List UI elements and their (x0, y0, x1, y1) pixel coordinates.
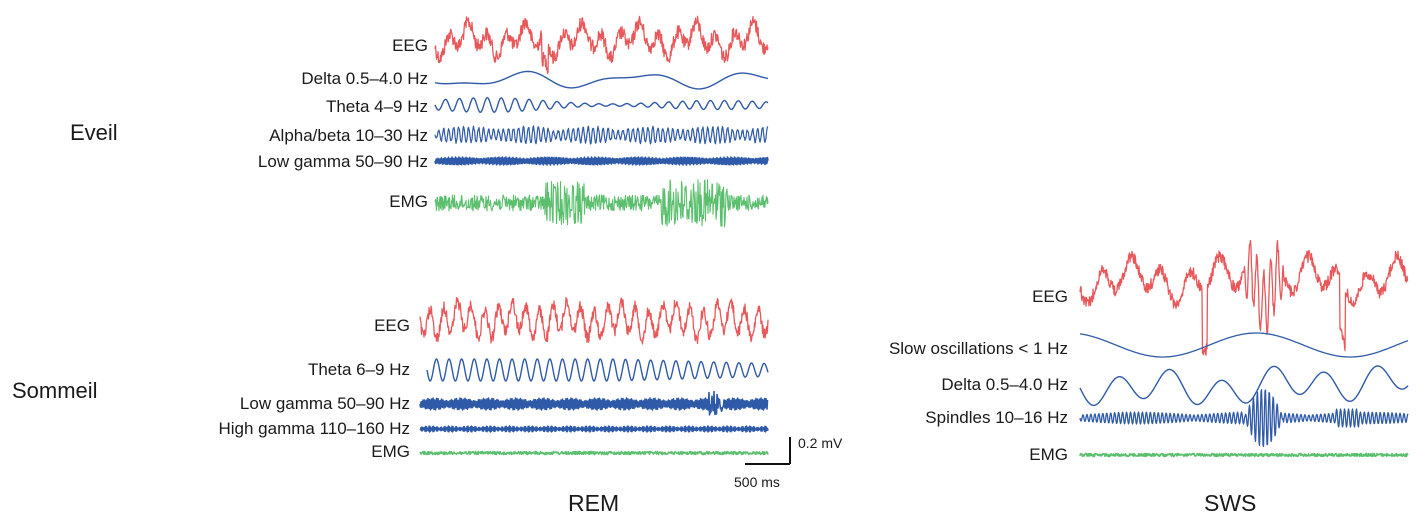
rem-theta-label: Theta 6–9 Hz (307, 360, 410, 379)
sws-emg-trace (1079, 452, 1409, 458)
wake-delta-trace (434, 70, 769, 90)
sws-eeg-trace (1079, 239, 1409, 356)
rem-eeg-trace (419, 297, 769, 345)
sws-slowosc-label: Slow oscillations < 1 Hz (888, 339, 1068, 358)
sleep-state-label: Sommeil (12, 378, 98, 403)
wake-emg-trace (434, 179, 769, 228)
wake-theta-label: Theta 4–9 Hz (325, 97, 428, 116)
scale-time-label: 500 ms (734, 474, 780, 490)
rem-highgamma-trace (419, 425, 769, 433)
sws-slowosc-trace (1079, 332, 1409, 358)
sws-emg-label: EMG (1029, 445, 1068, 464)
wake-state-label: Eveil (70, 120, 118, 145)
rem-eeg-label: EEG (374, 316, 410, 335)
rem-lowgamma-trace (419, 390, 769, 416)
wake-theta-trace (434, 97, 769, 113)
sws-delta-label: Delta 0.5–4.0 Hz (941, 375, 1068, 394)
rem-highgamma-label: High gamma 110–160 Hz (218, 419, 410, 438)
rem-emg-label: EMG (371, 442, 410, 461)
sws-spindles-trace (1079, 389, 1409, 448)
wake-alphabeta-label: Alpha/beta 10–30 Hz (269, 126, 428, 145)
wake-eeg-label: EEG (392, 36, 428, 55)
wake-lowgamma-trace (434, 156, 769, 166)
wake-alphabeta-trace (434, 125, 769, 145)
rem-theta-trace (426, 358, 769, 382)
rem-emg-trace (419, 450, 769, 456)
sws-delta-trace (1079, 365, 1409, 407)
rem-lowgamma-label: Low gamma 50–90 Hz (239, 394, 410, 413)
sws-panel-label: SWS (1204, 490, 1257, 516)
wake-delta-label: Delta 0.5–4.0 Hz (301, 69, 428, 88)
sws-eeg-label: EEG (1032, 287, 1068, 306)
wake-eeg-trace (434, 15, 769, 74)
sws-spindles-label: Spindles 10–16 Hz (925, 408, 1068, 427)
scale-amplitude-label: 0.2 mV (798, 435, 843, 451)
rem-panel-label: REM (568, 490, 620, 516)
wake-emg-label: EMG (389, 192, 428, 211)
wake-lowgamma-label: Low gamma 50–90 Hz (257, 152, 428, 171)
